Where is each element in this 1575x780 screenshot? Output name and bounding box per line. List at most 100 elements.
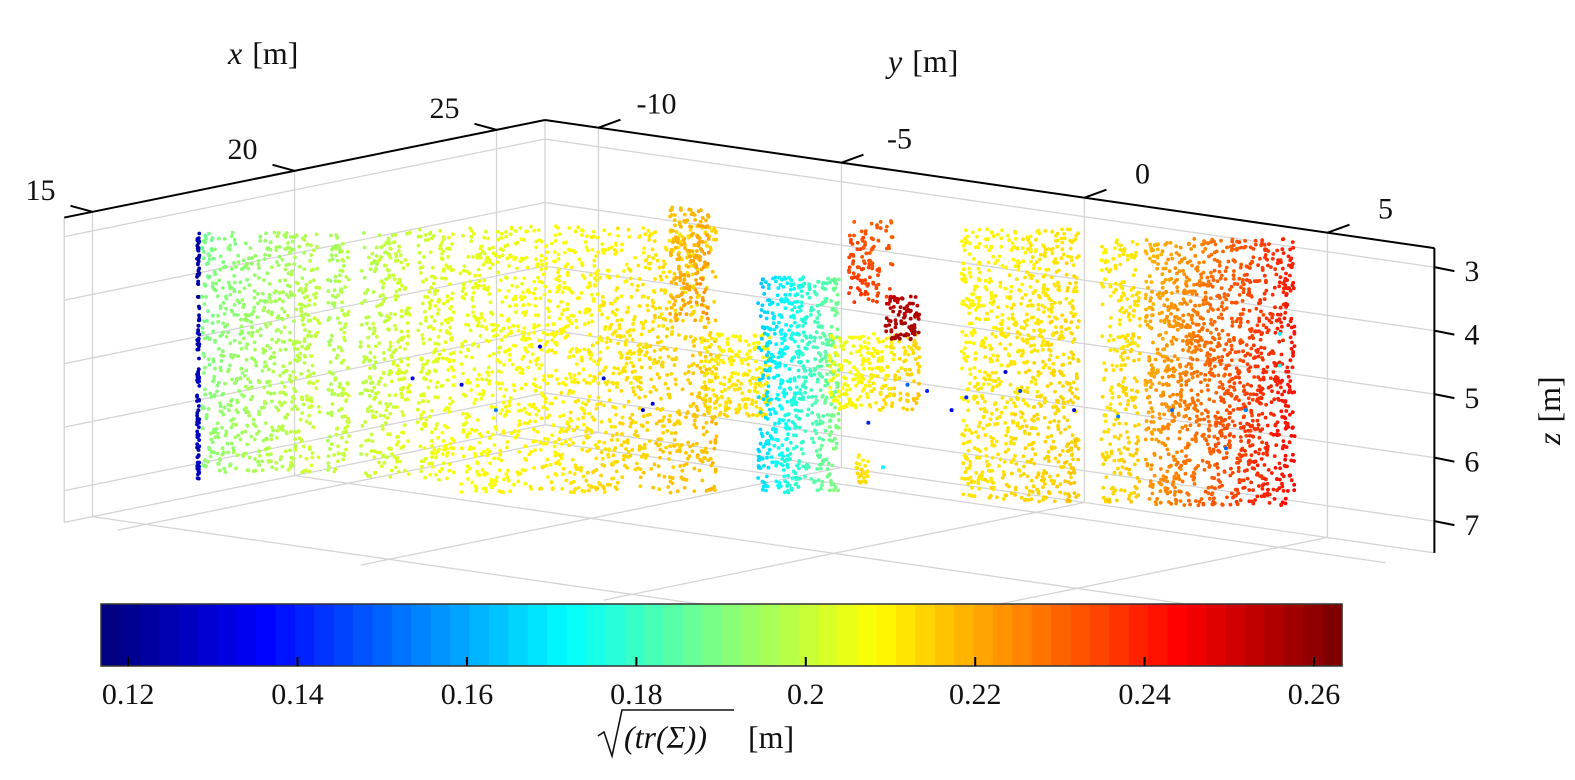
point bbox=[600, 420, 604, 424]
point bbox=[498, 387, 502, 391]
point bbox=[286, 241, 290, 245]
point bbox=[1059, 256, 1063, 260]
point bbox=[300, 345, 304, 349]
point bbox=[860, 255, 864, 259]
point bbox=[441, 356, 445, 360]
point bbox=[559, 328, 563, 332]
point bbox=[864, 290, 868, 294]
point bbox=[796, 310, 800, 314]
point bbox=[776, 293, 780, 297]
point bbox=[400, 309, 404, 313]
point bbox=[587, 489, 591, 493]
point bbox=[266, 391, 270, 395]
point bbox=[459, 482, 463, 486]
point bbox=[233, 303, 237, 307]
point bbox=[596, 269, 600, 273]
point bbox=[277, 231, 281, 235]
point bbox=[613, 425, 617, 429]
point bbox=[497, 289, 501, 293]
point bbox=[469, 239, 473, 243]
point bbox=[1021, 349, 1025, 353]
point bbox=[1023, 419, 1027, 423]
point bbox=[910, 372, 914, 376]
point bbox=[396, 456, 400, 460]
point bbox=[612, 460, 616, 464]
point bbox=[826, 467, 830, 471]
point bbox=[448, 282, 452, 286]
point bbox=[622, 334, 626, 338]
point bbox=[821, 332, 825, 336]
point bbox=[785, 281, 789, 285]
point bbox=[381, 454, 385, 458]
point bbox=[825, 281, 829, 285]
point bbox=[732, 383, 736, 387]
point bbox=[430, 315, 434, 319]
point bbox=[657, 464, 661, 468]
point bbox=[695, 364, 699, 368]
point bbox=[340, 361, 344, 365]
point bbox=[640, 333, 644, 337]
point bbox=[787, 412, 791, 416]
point bbox=[961, 461, 965, 465]
point bbox=[387, 328, 391, 332]
point bbox=[365, 356, 369, 360]
point bbox=[287, 271, 291, 275]
point bbox=[753, 334, 757, 338]
point bbox=[547, 315, 551, 319]
point bbox=[533, 406, 537, 410]
point bbox=[1075, 377, 1079, 381]
point bbox=[399, 253, 403, 257]
point bbox=[987, 469, 991, 473]
point bbox=[517, 450, 521, 454]
point bbox=[288, 361, 292, 365]
point bbox=[595, 403, 599, 407]
point bbox=[778, 362, 782, 366]
point bbox=[393, 324, 397, 328]
point bbox=[908, 368, 912, 372]
point bbox=[653, 239, 657, 243]
point bbox=[761, 414, 765, 418]
point bbox=[477, 284, 481, 288]
point bbox=[518, 259, 522, 263]
point bbox=[539, 268, 543, 272]
point bbox=[494, 425, 498, 429]
point bbox=[496, 230, 500, 234]
point bbox=[870, 352, 874, 356]
point bbox=[373, 471, 377, 475]
point bbox=[249, 246, 253, 250]
point bbox=[747, 389, 751, 393]
point bbox=[686, 441, 690, 445]
point bbox=[232, 274, 236, 278]
point bbox=[431, 465, 435, 469]
point bbox=[799, 477, 803, 481]
point bbox=[266, 453, 270, 457]
point bbox=[626, 438, 630, 442]
point bbox=[588, 308, 592, 312]
point bbox=[817, 415, 821, 419]
point bbox=[833, 396, 837, 400]
point bbox=[774, 280, 778, 284]
point bbox=[786, 448, 790, 452]
point bbox=[267, 254, 271, 258]
point bbox=[730, 350, 734, 354]
point bbox=[196, 328, 200, 332]
point bbox=[387, 373, 391, 377]
point bbox=[288, 374, 292, 378]
point bbox=[392, 241, 396, 245]
point bbox=[536, 276, 540, 280]
point bbox=[253, 438, 257, 442]
point bbox=[824, 287, 828, 291]
point bbox=[213, 248, 217, 252]
point bbox=[866, 347, 870, 351]
point bbox=[723, 376, 727, 380]
point bbox=[283, 247, 287, 251]
point bbox=[628, 235, 632, 239]
point bbox=[1030, 316, 1034, 320]
point bbox=[678, 413, 682, 417]
point bbox=[837, 364, 841, 368]
point bbox=[570, 347, 574, 351]
point bbox=[246, 377, 250, 381]
point bbox=[797, 355, 801, 359]
point bbox=[500, 459, 504, 463]
point bbox=[308, 298, 312, 302]
